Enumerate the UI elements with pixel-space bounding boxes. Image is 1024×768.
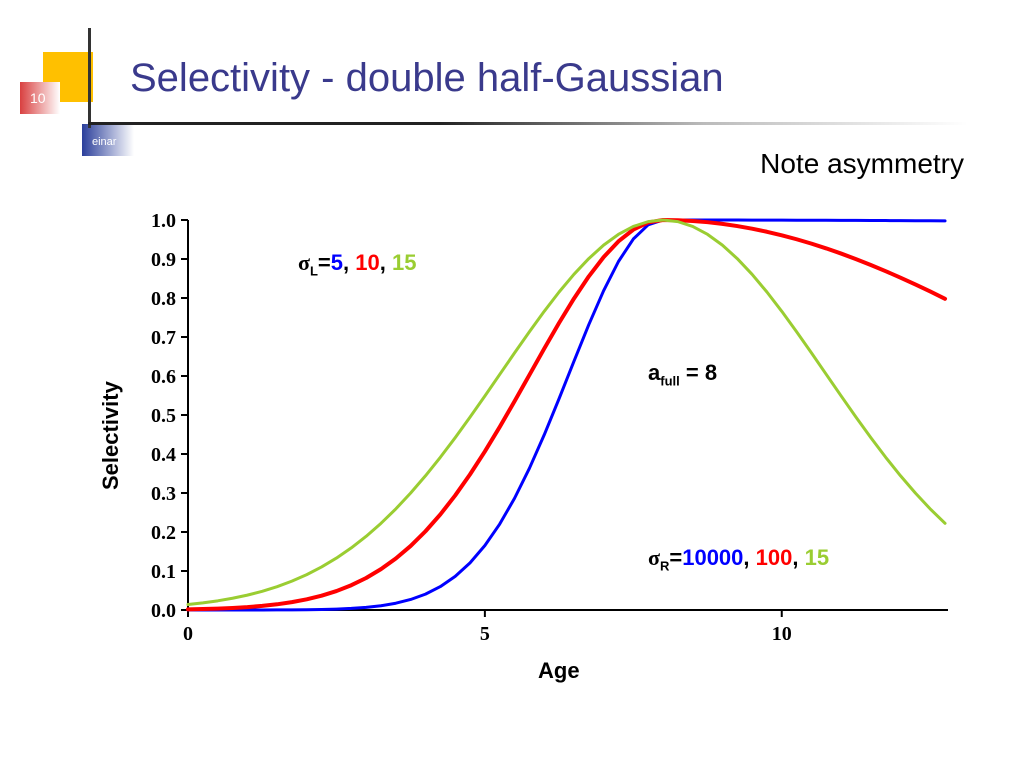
- y-tick-label: 0.2: [151, 522, 176, 544]
- y-tick-label: 0.8: [151, 288, 176, 310]
- annotation-a-full: afull = 8: [648, 360, 717, 388]
- x-tick-label: 10: [772, 623, 792, 645]
- x-tick-label: 5: [480, 623, 490, 645]
- page-number: 10: [30, 90, 46, 106]
- slide: 10 Selectivity - double half-Gaussian ei…: [0, 0, 1024, 768]
- y-tick-label: 0.5: [151, 405, 176, 427]
- slide-title: Selectivity - double half-Gaussian: [130, 56, 724, 101]
- y-tick-label: 1.0: [151, 210, 176, 232]
- y-axis-label: Selectivity: [98, 381, 124, 490]
- y-tick-label: 0.0: [151, 600, 176, 622]
- y-tick-label: 0.6: [151, 366, 176, 388]
- y-tick-label: 0.9: [151, 249, 176, 271]
- annotation-sigma-l: σL=5, 10, 15: [298, 250, 416, 278]
- x-tick-label: 0: [183, 623, 193, 645]
- chart-svg: 0.0 0.1 0.2 0.3 0.4 0.5 0.6 0.7 0.8 0.9 1.0 0 5 10: [68, 190, 968, 710]
- y-tick-label: 0.7: [151, 327, 176, 349]
- subtitle: Note asymmetry: [760, 148, 964, 180]
- title-rule-vertical: [88, 28, 91, 128]
- y-tick-label: 0.1: [151, 561, 176, 583]
- y-tick-label: 0.4: [151, 444, 176, 466]
- chart-area: 0.0 0.1 0.2 0.3 0.4 0.5 0.6 0.7 0.8 0.9 1.0 0 5 10 Se…: [68, 190, 968, 710]
- x-axis-label: Age: [538, 658, 580, 684]
- series-line: [188, 220, 945, 610]
- annotation-sigma-r: σR=10000, 100, 15: [648, 545, 829, 573]
- title-rule-horizontal: [88, 122, 968, 125]
- y-tick-label: 0.3: [151, 483, 176, 505]
- series-line: [188, 220, 945, 609]
- footer-name: einar: [92, 136, 116, 148]
